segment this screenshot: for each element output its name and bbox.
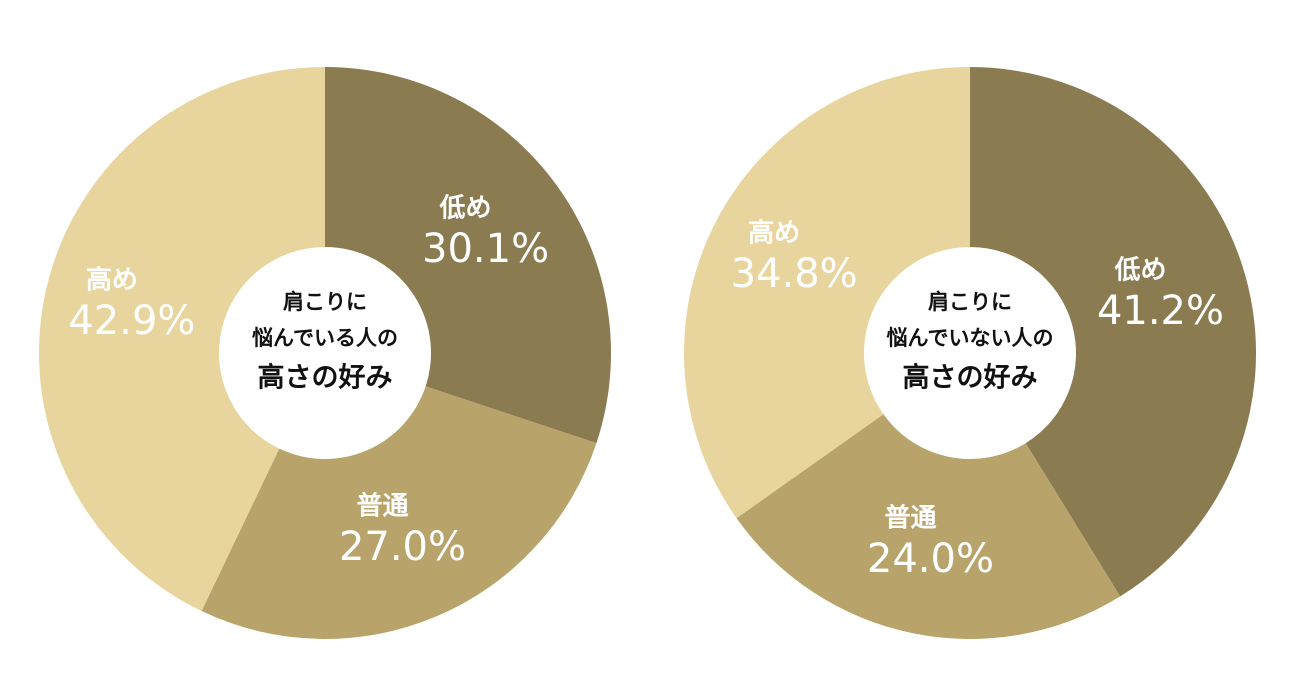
slice-value-label: 41.2% xyxy=(1097,288,1224,334)
slice-value-label: 24.0% xyxy=(867,536,994,582)
center-text: 高さの好み xyxy=(258,362,393,394)
center-text: 肩こりに xyxy=(283,290,367,314)
center-text: 肩こりに xyxy=(928,290,1012,314)
center-text: 悩んでいる人の xyxy=(252,326,398,350)
slice-value-label: 27.0% xyxy=(339,524,466,570)
slice-category: 普通 xyxy=(356,491,408,522)
slice-category: 低め xyxy=(439,194,492,224)
center-text: 悩んでいない人の xyxy=(887,326,1054,350)
donut-slice xyxy=(38,67,326,612)
donut-slice xyxy=(201,386,597,639)
donut-slice xyxy=(970,67,1257,597)
center-text: 高さの好み xyxy=(903,362,1038,394)
slice-value-label: 34.8% xyxy=(731,251,858,297)
donut-slice xyxy=(736,414,1121,639)
donut-slice xyxy=(684,67,970,519)
slice-category: 高め xyxy=(86,265,138,296)
slice-category: 低め xyxy=(1113,255,1166,285)
slice-value-label: 30.1% xyxy=(422,226,549,272)
slice-category: 高め xyxy=(748,218,800,249)
slice-category: 普通 xyxy=(884,503,936,534)
donut-slice xyxy=(325,67,611,444)
slice-value-label: 42.9% xyxy=(68,298,195,344)
